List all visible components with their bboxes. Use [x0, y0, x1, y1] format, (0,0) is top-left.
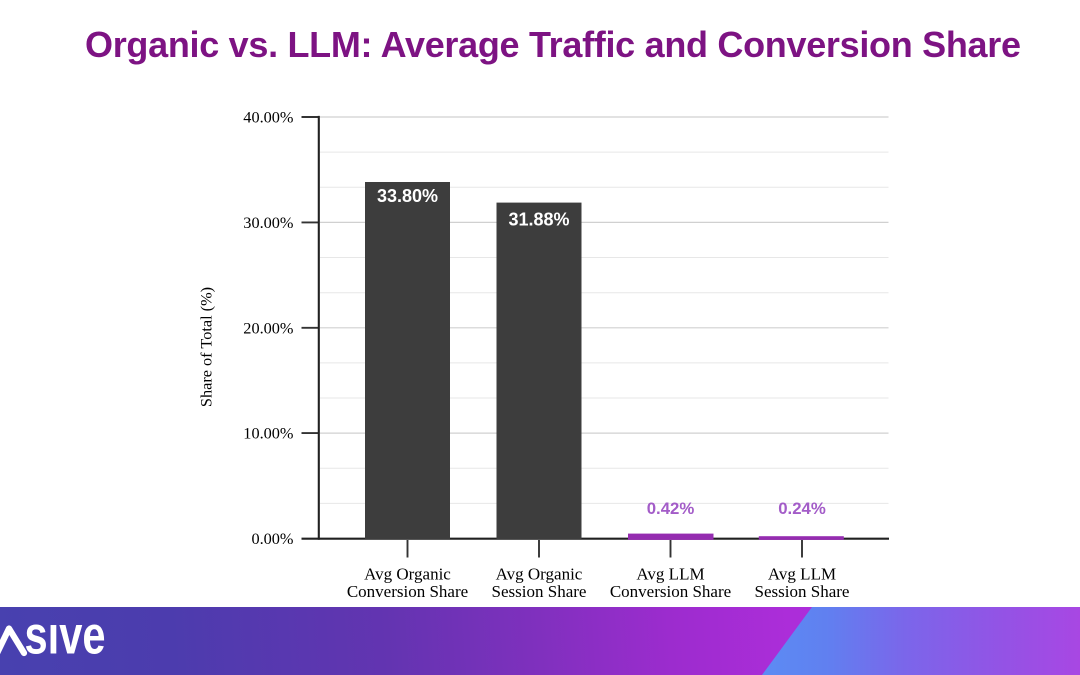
svg-text:33.80%: 33.80%: [377, 186, 438, 206]
svg-text:0.00%: 0.00%: [251, 529, 293, 548]
svg-text:31.88%: 31.88%: [508, 210, 569, 230]
svg-text:Session Share: Session Share: [492, 582, 587, 601]
svg-text:10.00%: 10.00%: [243, 424, 293, 443]
svg-text:Avg Organic: Avg Organic: [496, 564, 583, 583]
svg-text:Avg Organic: Avg Organic: [364, 564, 451, 583]
svg-text:Conversion Share: Conversion Share: [347, 582, 468, 601]
svg-text:Conversion Share: Conversion Share: [610, 582, 731, 601]
svg-text:40.00%: 40.00%: [243, 108, 293, 127]
svg-text:0.24%: 0.24%: [778, 499, 826, 518]
svg-text:Share of Total (%): Share of Total (%): [197, 287, 216, 407]
svg-text:0.42%: 0.42%: [647, 499, 695, 518]
svg-text:Session Share: Session Share: [755, 582, 850, 601]
svg-text:20.00%: 20.00%: [243, 318, 293, 337]
svg-text:Avg LLM: Avg LLM: [768, 564, 836, 583]
svg-text:Avg LLM: Avg LLM: [636, 564, 704, 583]
svg-text:30.00%: 30.00%: [243, 213, 293, 232]
svg-text:sıve: sıve: [25, 607, 106, 665]
